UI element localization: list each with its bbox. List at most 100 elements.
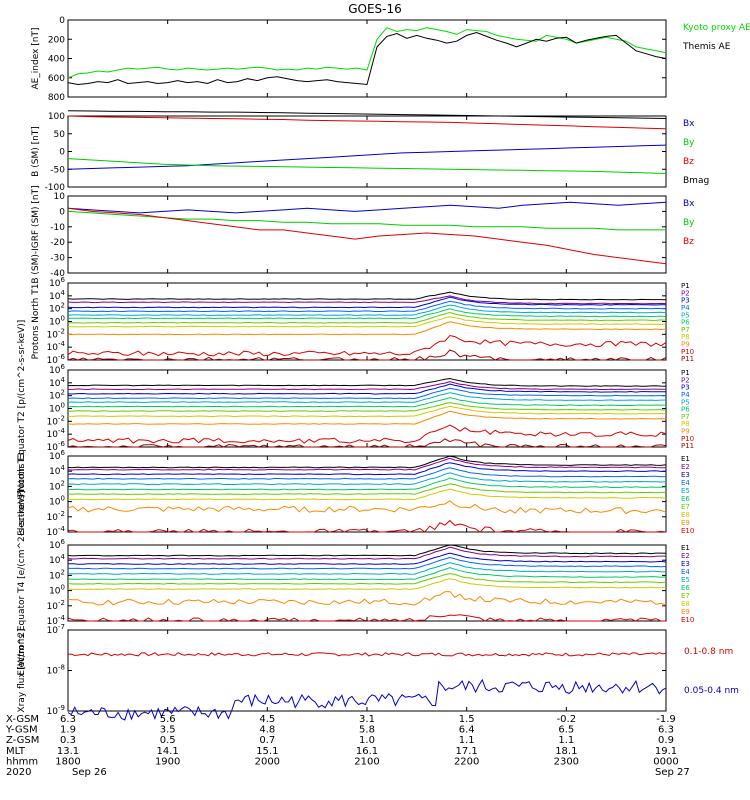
orbit-value: 14.1 [157, 746, 179, 757]
orbit-value: 1.0 [359, 735, 375, 746]
y-tick-label: -10 [50, 223, 65, 233]
y-tick-label: 10 [54, 192, 66, 202]
legend-3: Bmag [683, 176, 709, 186]
y-axis-label: B (SM)-IGRF (SM) [nT] [31, 185, 41, 283]
y-tick-label: 106 [49, 538, 65, 551]
series-line-2 [67, 207, 667, 265]
y-tick-label: 0 [59, 148, 65, 158]
y-tick-label: 800 [48, 93, 65, 103]
panels: AE_index [nT] 0 200 400 600 800 Kyoto proxy AE… [17, 16, 750, 721]
channel-line-P2 [67, 295, 667, 305]
y-tick-label: 102 [49, 389, 65, 402]
orbit-value: 5.6 [160, 714, 176, 725]
orbit-value: 19.1 [655, 746, 677, 757]
plot-title: GOES-16 [348, 2, 402, 16]
channel-line-E5 [67, 472, 667, 486]
channel-label-P8: P8 [681, 420, 690, 428]
orbit-value: 0.7 [259, 735, 275, 746]
row-label-0: X-GSM [6, 714, 39, 725]
series-line-0 [67, 652, 667, 657]
channel-label-E7: E7 [681, 503, 690, 511]
series-line-1 [67, 31, 667, 86]
y-axis-label: Electrons Equator T4 [e/(cm^2-s-sr-keV)] [17, 490, 27, 675]
row-label-1: Y-GSM [5, 725, 38, 736]
y-tick-label: 50 [54, 130, 66, 140]
date-start: Sep 26 [72, 767, 107, 778]
legend-1: By [683, 218, 695, 228]
channel-label-E5: E5 [681, 487, 690, 495]
y-tick-label: 600 [48, 74, 65, 84]
orbit-table: Sep 26 Sep 27 X-GSMY-GSMZ-GSMMLThhmm2020… [5, 714, 690, 778]
channel-label-E7: E7 [681, 592, 690, 600]
channel-label-P3: P3 [681, 297, 690, 305]
panel-frame [67, 282, 667, 361]
channel-label-P4: P4 [681, 391, 690, 399]
channel-label-P7: P7 [681, 413, 690, 421]
legend-1: By [683, 138, 695, 148]
legend-2: Bz [683, 237, 694, 247]
orbit-value: 6.3 [658, 725, 674, 736]
channel-line-P1 [67, 377, 667, 387]
channel-label-P2: P2 [681, 376, 690, 384]
channel-label-P5: P5 [681, 398, 690, 406]
channel-line-E3 [67, 462, 666, 476]
channel-label-E10: E10 [681, 616, 694, 624]
channel-line-E9 [67, 591, 667, 606]
y-tick-label: 102 [49, 479, 65, 492]
channel-label-E9: E9 [681, 608, 690, 616]
channel-label-P3: P3 [681, 384, 690, 392]
y-tick-label: 102 [49, 302, 65, 315]
y-tick-label: 102 [49, 568, 65, 581]
y-tick-label: 100 [49, 584, 65, 597]
y-tick-label: 100 [49, 315, 65, 328]
orbit-value: 1.1 [459, 735, 475, 746]
channel-label-P4: P4 [681, 304, 690, 312]
channel-label-E4: E4 [681, 568, 690, 576]
panel-2: B (SM)-IGRF (SM) [nT] 10 0 -10 -20 -30 -40 Bx By… [31, 185, 695, 283]
channel-label-E9: E9 [681, 519, 690, 527]
panel-4: Protons Equator T2 [p/(cm^2-s-sr-keV)] 10… [17, 320, 694, 497]
orbit-value: 2100 [354, 756, 379, 767]
y-tick-label: -100 [45, 183, 66, 193]
channel-line-P8 [68, 316, 667, 328]
channel-line-E7 [67, 483, 667, 495]
orbit-value: 1900 [155, 756, 180, 767]
panel-7: Xray flux [W/m^2] 10-710-810-90.1-0.8 nm0… [17, 623, 739, 721]
channel-label-P10: P10 [681, 435, 694, 443]
panel-5: Electrons North T3 10610410210010-210-4E1… [17, 449, 694, 538]
orbit-value: 1.1 [558, 735, 574, 746]
panel-frame [67, 629, 667, 712]
channel-line-P7 [67, 311, 667, 324]
y-tick-label: 10-4 [47, 525, 66, 538]
orbit-value: 3.5 [160, 725, 176, 736]
channel-label-P1: P1 [681, 369, 690, 377]
y-tick-label: 10-2 [47, 510, 65, 523]
channel-line-P5 [67, 304, 667, 316]
channel-line-E2 [67, 546, 666, 560]
channel-label-E1: E1 [681, 544, 690, 552]
channel-line-E6 [67, 567, 667, 581]
channel-label-P5: P5 [681, 311, 690, 319]
channel-line-P7 [68, 402, 667, 412]
orbit-value: 17.1 [456, 746, 478, 757]
channel-line-E8 [67, 578, 667, 590]
channel-label-P1: P1 [681, 282, 690, 290]
channel-label-P10: P10 [681, 348, 694, 356]
y-tick-label: 400 [48, 55, 65, 65]
y-axis-label: Protons Equator T2 [p/(cm^2-s-sr-keV)] [17, 320, 27, 497]
panel-frame [67, 19, 667, 98]
channel-label-P7: P7 [681, 326, 690, 334]
channel-line-P10 [67, 334, 667, 357]
orbit-value: 2000 [255, 756, 280, 767]
channel-line-P2 [68, 381, 666, 391]
channel-line-P5 [67, 392, 667, 403]
y-tick-label: 10-4 [47, 427, 66, 440]
channel-label-E6: E6 [681, 495, 690, 503]
orbit-value: 16.1 [356, 746, 378, 757]
y-tick-label: 10-2 [47, 599, 65, 612]
channel-line-E1 [67, 455, 667, 469]
orbit-value: 15.1 [256, 746, 278, 757]
channel-label-P8: P8 [681, 333, 690, 341]
channel-label-P11: P11 [681, 355, 694, 363]
series-line-0 [67, 201, 667, 214]
